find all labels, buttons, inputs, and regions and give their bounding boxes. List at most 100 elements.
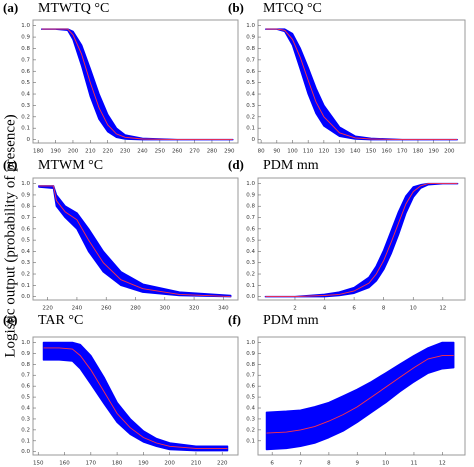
y-tick-label: 0.2 [246,114,255,120]
y-tick-label: 0.0 [21,449,30,455]
confidence-band [265,341,455,451]
x-tick-label: 8 [382,306,386,312]
x-tick-label: 130 [334,149,345,155]
panel-label: (d) [228,157,244,172]
y-tick-label: 0.4 [21,92,30,98]
y-tick-label: 0.6 [21,384,30,390]
response-curve [265,28,458,141]
y-tick-label: 0 [27,137,31,143]
x-tick-label: 320 [189,306,200,312]
chart-title: PDM mm [263,158,319,173]
y-tick-label: 0.9 [21,35,30,41]
y-tick-label: 1.0 [246,181,255,187]
x-tick-label: 8 [327,461,331,467]
y-tick-label: 0.6 [246,384,255,390]
x-tick-label: 220 [42,306,53,312]
x-tick-label: 200 [164,461,175,467]
x-tick-label: 110 [303,149,314,155]
chart-title: MTWTQ °C [38,1,109,16]
y-tick-label: 0.4 [21,249,30,255]
y-tick-label: 0.0 [21,294,30,300]
y-tick-label: 0.1 [246,126,255,132]
y-tick-label: 0.2 [246,272,255,278]
y-tick-label: 0.4 [246,406,255,412]
y-tick-label: 0.2 [21,114,30,120]
y-tick-label: 0.7 [246,373,255,379]
y-tick-label: 0.5 [246,238,255,244]
y-tick-label: 0.2 [21,272,30,278]
y-tick-label: 0.4 [246,249,255,255]
y-tick-label: 0.6 [246,226,255,232]
y-tick-label: 0.5 [21,80,30,86]
x-tick-label: 2 [293,306,297,312]
y-tick-label: 1.0 [246,23,255,29]
y-tick-label: 0.7 [246,57,255,63]
response-curve [266,355,454,434]
x-tick-label: 200 [444,149,455,155]
y-tick-label: 0.5 [246,80,255,86]
x-tick-label: 90 [273,149,280,155]
y-tick-label: 1.0 [21,340,30,346]
x-tick-label: 340 [218,306,229,312]
x-tick-label: 240 [72,306,83,312]
y-tick-label: 0.8 [21,362,30,368]
x-tick-label: 9 [355,461,359,467]
y-axis-label: Logistic output (probability of presence… [2,114,18,357]
y-tick-label: 0.3 [21,103,30,109]
confidence-band [42,341,229,452]
x-tick-label: 280 [207,149,218,155]
y-tick-label: 0.9 [246,351,255,357]
y-tick-label: 0.9 [246,35,255,41]
panel-label: (a) [3,0,18,15]
x-tick-label: 260 [101,306,112,312]
y-tick-label: 0.3 [246,103,255,109]
panel-label: (e) [3,312,17,327]
x-tick-label: 6 [352,306,356,312]
y-tick-label: 0 [252,137,256,143]
x-tick-label: 80 [258,149,265,155]
x-tick-label: 100 [287,149,298,155]
x-tick-label: 170 [397,149,408,155]
y-tick-label: 0.8 [246,362,255,368]
x-tick-label: 290 [224,149,235,155]
x-tick-label: 180 [112,461,123,467]
x-tick-label: 280 [130,306,141,312]
y-tick-label: 0.1 [21,438,30,444]
x-tick-label: 140 [350,149,361,155]
chart-title: MTCQ °C [263,1,322,16]
y-tick-label: 1.0 [21,23,30,29]
x-tick-label: 190 [428,149,439,155]
x-tick-label: 210 [191,461,202,467]
y-tick-label: 0.5 [21,238,30,244]
y-tick-label: 0.7 [21,373,30,379]
y-tick-label: 0.9 [21,192,30,198]
x-tick-label: 4 [323,306,327,312]
x-tick-label: 260 [172,149,183,155]
y-tick-label: 1.0 [246,340,255,346]
y-tick-label: 0.4 [246,92,255,98]
y-tick-label: 0.7 [21,57,30,63]
x-tick-label: 10 [382,461,389,467]
panel-label: (f) [228,312,241,327]
response-curve [265,183,458,298]
y-tick-label: 0.7 [246,215,255,221]
x-tick-label: 150 [33,461,44,467]
y-tick-label: 0.6 [21,226,30,232]
chart-title: PDM mm [263,313,319,328]
chart-title: MTWM °C [38,158,103,173]
x-tick-label: 210 [85,149,96,155]
x-tick-label: 160 [59,461,70,467]
x-tick-label: 270 [189,149,200,155]
y-tick-label: 0.1 [246,283,255,289]
plot-area [32,19,239,144]
y-tick-label: 0.3 [21,416,30,422]
x-tick-label: 220 [217,461,228,467]
chart-title: TAR °C [38,313,83,328]
x-tick-label: 12 [439,461,446,467]
y-tick-label: 0.8 [21,46,30,52]
y-tick-label: 0.9 [246,192,255,198]
response-curve [41,28,233,141]
panel-label: (c) [3,157,17,172]
y-tick-label: 0.5 [21,395,30,401]
